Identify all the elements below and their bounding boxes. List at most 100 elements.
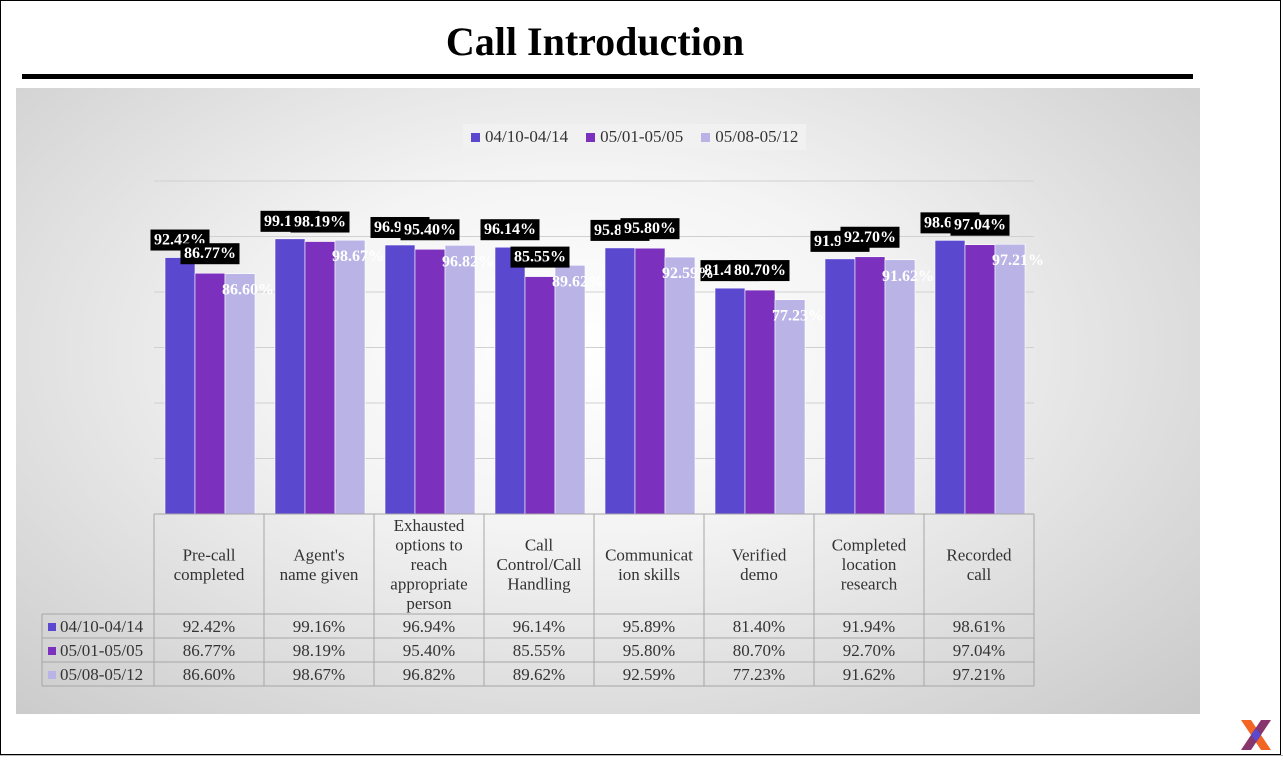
data-label: 95.40% bbox=[404, 221, 456, 238]
table-cell: 96.94% bbox=[403, 617, 455, 636]
category-label: Agent's bbox=[293, 545, 344, 564]
bar bbox=[384, 244, 416, 515]
table-cell: 95.80% bbox=[623, 641, 675, 660]
category-label: ion skills bbox=[618, 565, 680, 584]
table-series-swatch bbox=[48, 623, 56, 631]
data-label: 95.80% bbox=[624, 220, 676, 237]
chart-legend: 04/10-04/14 05/01-05/05 05/08-05/12 bbox=[463, 124, 807, 150]
data-label: 77.23% bbox=[772, 308, 824, 325]
table-cell: 98.67% bbox=[293, 665, 345, 684]
bar bbox=[164, 257, 196, 515]
table-cell: 86.60% bbox=[183, 665, 235, 684]
category-label: Completed bbox=[832, 536, 907, 555]
table-cell: 91.62% bbox=[843, 665, 895, 684]
category-label: person bbox=[406, 594, 452, 613]
bar bbox=[824, 258, 856, 515]
data-label: 91.62% bbox=[882, 268, 934, 285]
data-label: 85.55% bbox=[514, 249, 566, 266]
data-label-box bbox=[620, 218, 680, 240]
table-cell: 97.21% bbox=[953, 665, 1005, 684]
category-label: location bbox=[842, 555, 897, 574]
category-label: completed bbox=[174, 565, 245, 584]
table-cell: 95.89% bbox=[623, 617, 675, 636]
bar bbox=[964, 244, 996, 515]
data-label: 92.70% bbox=[844, 229, 896, 246]
bar bbox=[744, 289, 776, 515]
data-label: 89.62% bbox=[552, 273, 604, 290]
bar bbox=[334, 239, 366, 515]
category-label: call bbox=[967, 565, 992, 584]
bar bbox=[554, 265, 586, 515]
category-label: reach bbox=[411, 555, 448, 574]
legend-label-3: 05/08-05/12 bbox=[715, 127, 799, 146]
data-label-box bbox=[290, 211, 350, 233]
bar bbox=[884, 259, 916, 515]
table-cell: 86.77% bbox=[183, 641, 235, 660]
data-label: 80.70% bbox=[734, 262, 786, 279]
table-series-name: 05/08-05/12 bbox=[60, 665, 143, 684]
table-cell: 98.19% bbox=[293, 641, 345, 660]
category-label: Call bbox=[525, 536, 554, 555]
bar bbox=[714, 287, 746, 515]
bar bbox=[494, 246, 526, 515]
data-label-box bbox=[730, 260, 790, 282]
footer-divider bbox=[0, 755, 1283, 756]
data-label-box bbox=[840, 226, 900, 248]
legend-label-2: 05/01-05/05 bbox=[600, 127, 684, 146]
data-label: 96.14% bbox=[484, 221, 536, 238]
table-cell: 92.42% bbox=[183, 617, 235, 636]
bar bbox=[604, 247, 636, 515]
bar bbox=[634, 247, 666, 515]
legend-item-series-1: 04/10-04/14 bbox=[471, 127, 568, 147]
table-series-swatch bbox=[48, 647, 56, 655]
category-label: options to bbox=[395, 536, 463, 555]
bar bbox=[194, 272, 226, 515]
table-cell: 81.40% bbox=[733, 617, 785, 636]
table-cell: 85.55% bbox=[513, 641, 565, 660]
bar bbox=[934, 240, 966, 515]
data-label: 98.19% bbox=[294, 214, 346, 231]
data-label: 98.67% bbox=[332, 248, 384, 265]
legend-swatch-2 bbox=[586, 132, 596, 142]
bar bbox=[414, 248, 446, 515]
legend-item-series-3: 05/08-05/12 bbox=[701, 127, 798, 147]
table-cell: 77.23% bbox=[733, 665, 785, 684]
table-cell: 99.16% bbox=[293, 617, 345, 636]
bar bbox=[304, 241, 336, 515]
data-label-box bbox=[480, 219, 540, 241]
legend-swatch-3 bbox=[701, 132, 711, 142]
bar bbox=[994, 243, 1026, 515]
bar bbox=[774, 299, 806, 515]
page-title: Call Introduction bbox=[445, 19, 745, 64]
category-label: Control/Call bbox=[497, 555, 582, 574]
table-cell: 97.04% bbox=[953, 641, 1005, 660]
category-label: Pre-call bbox=[183, 545, 236, 564]
data-label-box bbox=[950, 214, 1010, 236]
table-cell: 95.40% bbox=[403, 641, 455, 660]
data-label-box bbox=[180, 243, 240, 265]
table-cell: 96.82% bbox=[403, 665, 455, 684]
table-cell: 96.14% bbox=[513, 617, 565, 636]
bar bbox=[274, 238, 306, 515]
company-logo-icon bbox=[1241, 720, 1271, 750]
category-label: demo bbox=[740, 565, 778, 584]
data-label: 86.77% bbox=[184, 245, 236, 262]
legend-swatch-1 bbox=[471, 132, 480, 142]
table-cell: 89.62% bbox=[513, 665, 565, 684]
category-label: research bbox=[841, 575, 898, 594]
category-label: Exhausted bbox=[394, 516, 465, 535]
table-cell: 98.61% bbox=[953, 617, 1005, 636]
title-underline bbox=[22, 74, 1193, 79]
category-label: Recorded bbox=[946, 545, 1012, 564]
category-label: name given bbox=[280, 565, 359, 584]
bar bbox=[224, 273, 256, 515]
data-label: 97.04% bbox=[954, 217, 1006, 234]
data-label: 96.82% bbox=[442, 253, 494, 270]
data-label-box bbox=[400, 219, 460, 241]
category-label: Verified bbox=[732, 545, 787, 564]
bar bbox=[444, 245, 476, 515]
data-label: 97.21% bbox=[992, 252, 1044, 269]
data-label: 86.60% bbox=[222, 282, 274, 299]
